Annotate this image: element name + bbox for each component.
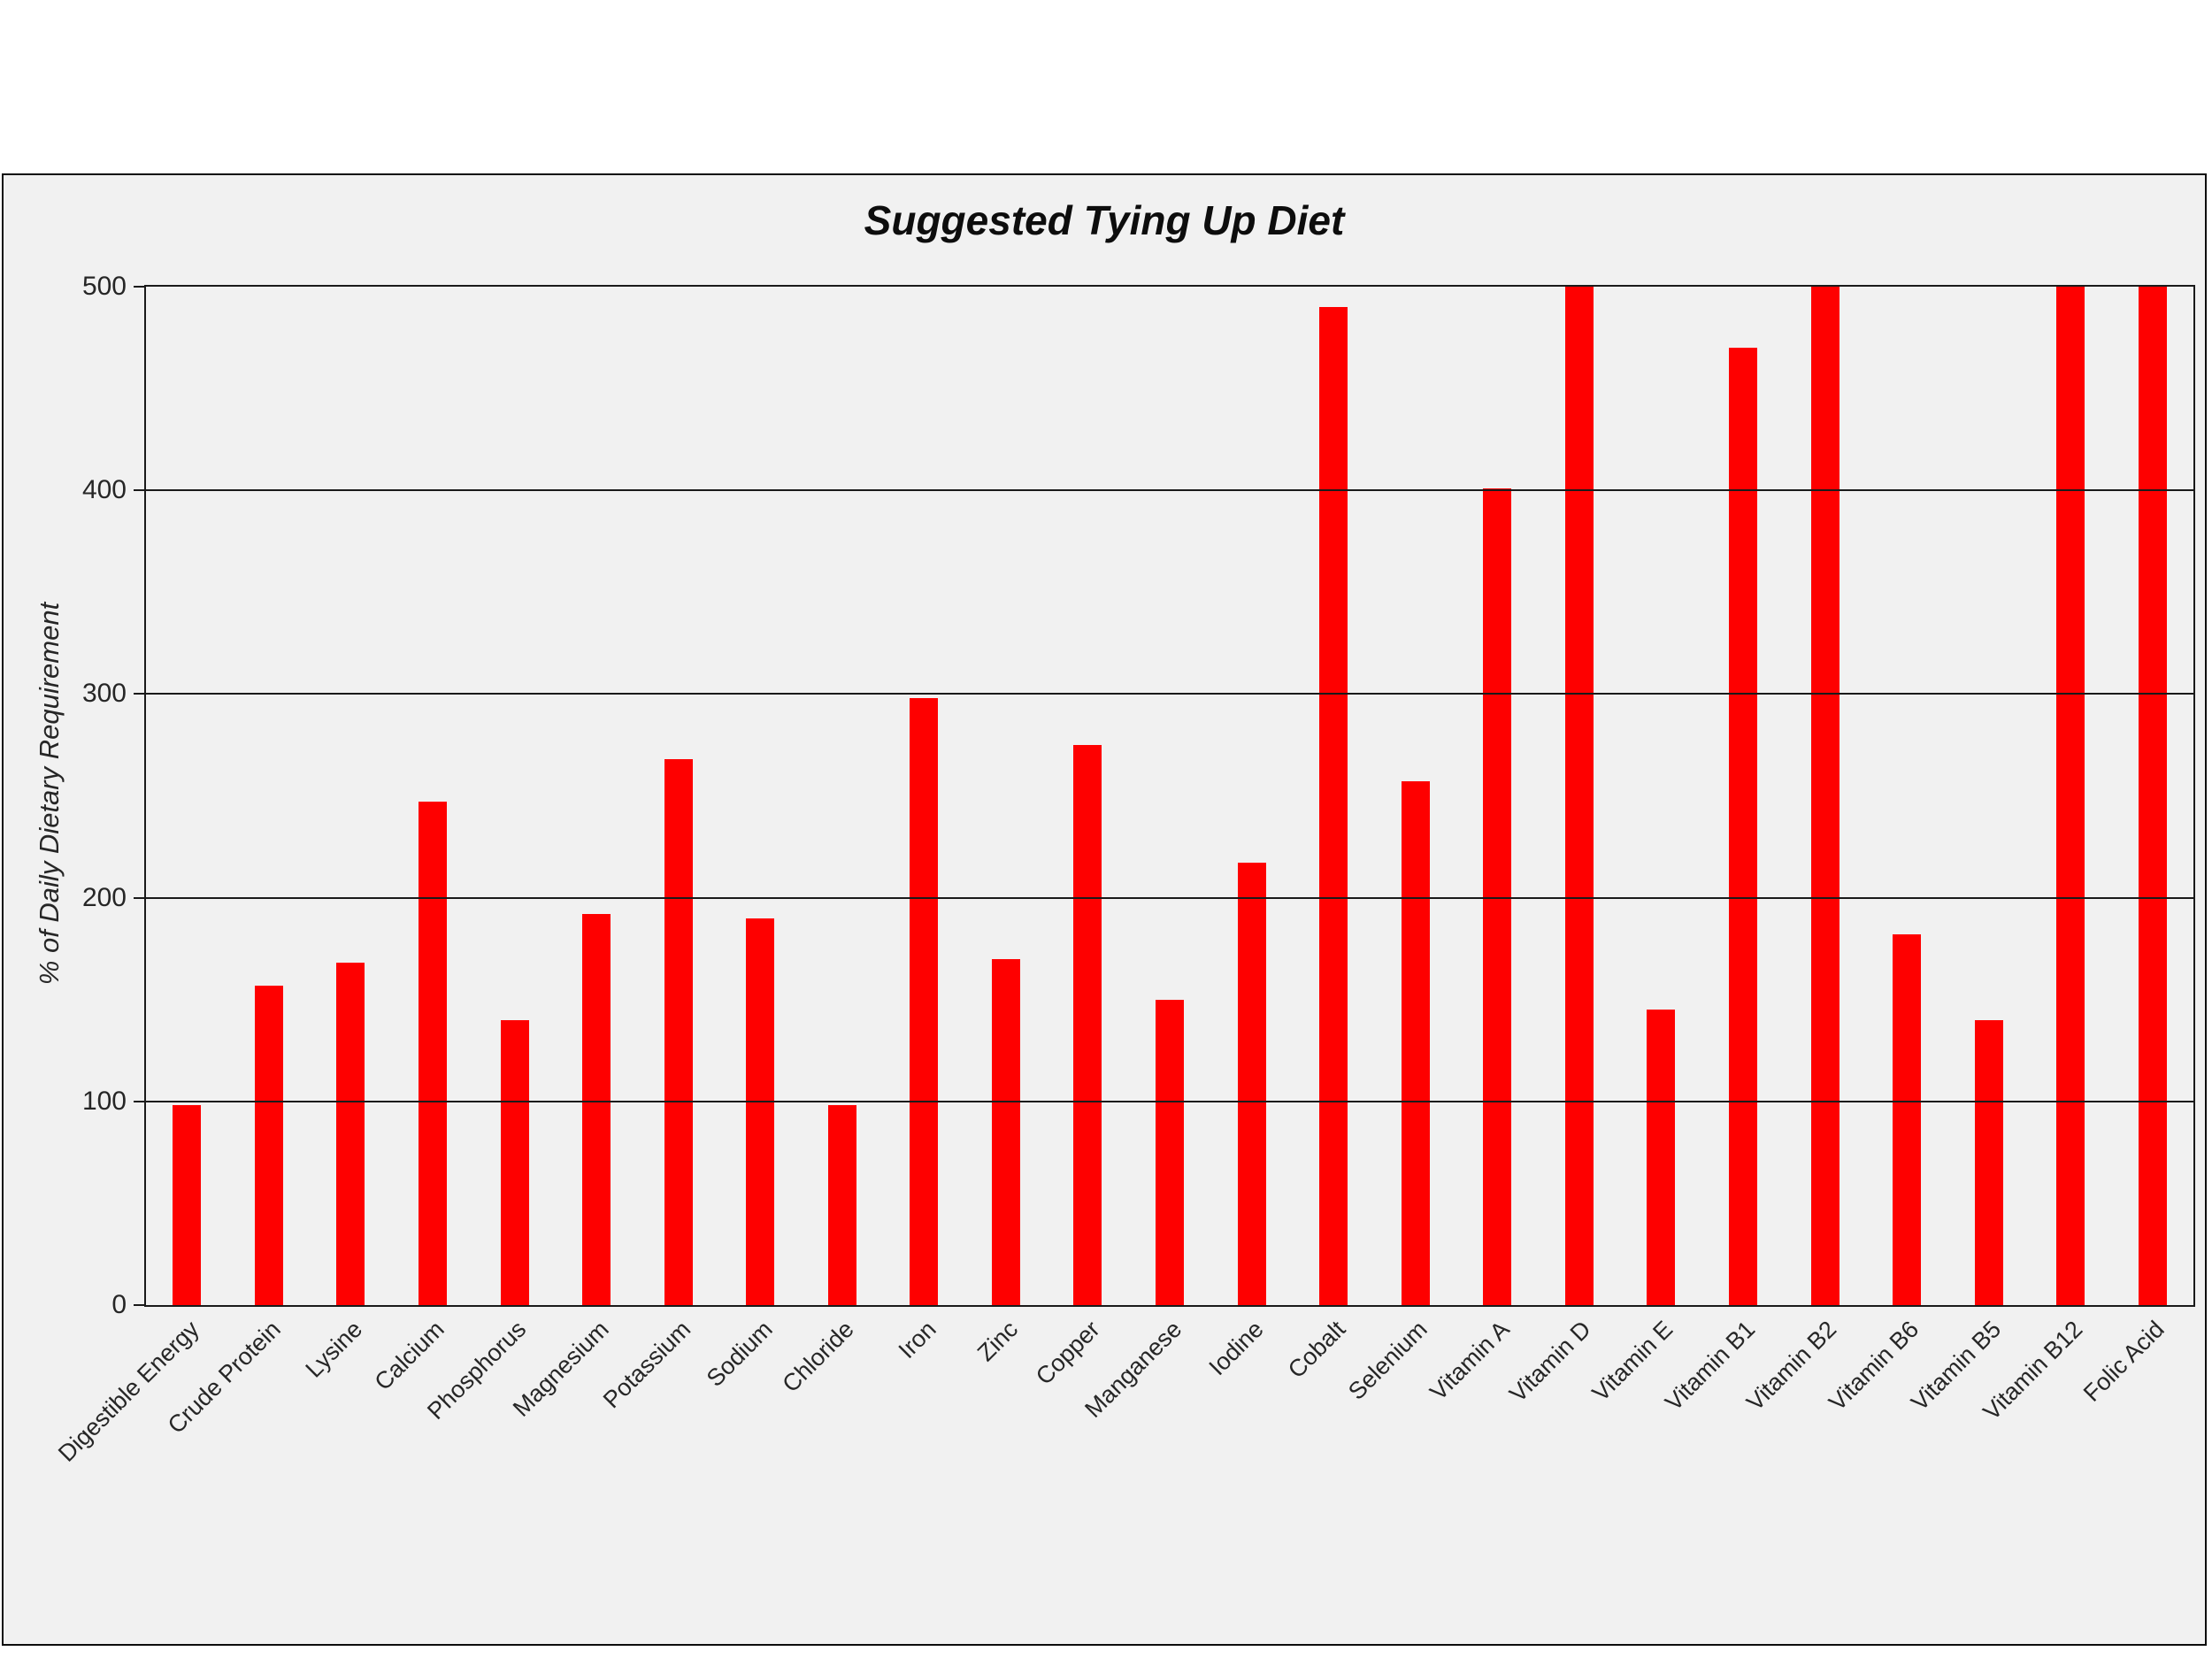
bar-vitamin-b1 xyxy=(1728,348,1757,1305)
bar-lysine xyxy=(336,963,365,1305)
gridline-200 xyxy=(146,896,2193,899)
bar-slot-folic-acid xyxy=(2112,287,2194,1305)
x-label-chloride: Chloride xyxy=(777,1316,859,1398)
x-label-iron: Iron xyxy=(893,1316,941,1364)
x-label-magnesium: Magnesium xyxy=(507,1316,614,1422)
x-label-vitamin-b2: Vitamin B2 xyxy=(1741,1316,1842,1417)
gridline-100 xyxy=(146,1100,2193,1102)
x-label-sodium: Sodium xyxy=(701,1316,778,1392)
y-tickmark-400 xyxy=(134,489,144,492)
bar-slot-potassium xyxy=(637,287,719,1305)
bar-vitamin-d xyxy=(1564,287,1594,1305)
bar-vitamin-b5 xyxy=(1974,1019,2003,1305)
y-tick-label-100: 100 xyxy=(81,1086,127,1116)
y-tickmark-500 xyxy=(134,286,144,288)
x-label-digestible-energy: Digestible Energy xyxy=(52,1316,204,1467)
bar-slot-vitamin-d xyxy=(1539,287,1621,1305)
bar-manganese xyxy=(1156,999,1185,1305)
y-tick-label-500: 500 xyxy=(81,272,127,301)
bar-slot-manganese xyxy=(1129,287,1211,1305)
x-label-cobalt: Cobalt xyxy=(1282,1316,1351,1384)
bar-digestible-energy xyxy=(173,1105,202,1305)
bar-zinc xyxy=(991,958,1020,1305)
gridline-400 xyxy=(146,489,2193,492)
bar-slot-vitamin-b6 xyxy=(1866,287,1948,1305)
bar-slot-zinc xyxy=(965,287,1048,1305)
y-tick-label-400: 400 xyxy=(81,475,127,505)
bar-slot-selenium xyxy=(1374,287,1456,1305)
bar-slot-sodium xyxy=(719,287,802,1305)
bar-slot-crude-protein xyxy=(228,287,311,1305)
y-tick-label-300: 300 xyxy=(81,679,127,709)
x-label-potassium: Potassium xyxy=(597,1316,695,1414)
bar-slot-magnesium xyxy=(556,287,638,1305)
bar-slot-vitamin-a xyxy=(1456,287,1539,1305)
bar-copper xyxy=(1073,744,1102,1305)
bar-calcium xyxy=(418,802,447,1305)
chart-title: Suggested Tying Up Diet xyxy=(864,197,1345,243)
bar-sodium xyxy=(746,918,775,1305)
bar-slot-cobalt xyxy=(1293,287,1375,1305)
bar-slot-vitamin-b1 xyxy=(1702,287,1785,1305)
x-label-copper: Copper xyxy=(1030,1316,1105,1390)
x-label-vitamin-b1: Vitamin B1 xyxy=(1659,1316,1761,1417)
x-label-lysine: Lysine xyxy=(300,1316,368,1383)
x-label-phosphorus: Phosphorus xyxy=(422,1316,532,1425)
x-label-vitamin-b5: Vitamin B5 xyxy=(1905,1316,2006,1417)
x-axis-labels: Digestible Energy Crude Protein Lysine Calc… xyxy=(53,1316,2192,1519)
x-label-zinc: Zinc xyxy=(972,1316,1024,1367)
bar-phosphorus xyxy=(500,1019,529,1305)
plot-area: 0 100 200 300 400 500 xyxy=(82,272,2195,1319)
x-label-vitamin-b12: Vitamin B12 xyxy=(1978,1316,2088,1425)
x-label-vitamin-a: Vitamin A xyxy=(1424,1316,1515,1406)
bar-iodine xyxy=(1237,863,1266,1305)
y-tickmark-300 xyxy=(134,693,144,695)
bar-cobalt xyxy=(1319,307,1348,1305)
y-tick-label-0: 0 xyxy=(111,1290,127,1319)
x-label-folic-acid: Folic Acid xyxy=(2078,1316,2170,1407)
bar-slot-phosphorus xyxy=(473,287,556,1305)
bar-slot-iodine xyxy=(1210,287,1293,1305)
y-tickmark-200 xyxy=(134,896,144,899)
bar-vitamin-b6 xyxy=(1893,934,1922,1305)
bar-slot-digestible-energy xyxy=(146,287,228,1305)
bar-iron xyxy=(910,698,939,1305)
bar-slot-vitamin-e xyxy=(1620,287,1702,1305)
bar-slot-calcium xyxy=(392,287,474,1305)
x-label-vitamin-d: Vitamin D xyxy=(1504,1316,1597,1408)
bar-crude-protein xyxy=(254,985,283,1305)
x-label-vitamin-b6: Vitamin B6 xyxy=(1824,1316,1924,1417)
bar-slot-copper xyxy=(1047,287,1129,1305)
x-label-calcium: Calcium xyxy=(369,1316,450,1396)
bar-slot-vitamin-b5 xyxy=(1947,287,2030,1305)
bar-potassium xyxy=(664,759,693,1305)
bar-chloride xyxy=(827,1105,856,1305)
gridline-300 xyxy=(146,693,2193,695)
bar-slot-chloride xyxy=(802,287,884,1305)
bar-magnesium xyxy=(582,914,611,1305)
bar-series xyxy=(146,287,2193,1305)
x-label-manganese: Manganese xyxy=(1079,1316,1187,1423)
y-axis-title: % of Daily Dietary Requirement xyxy=(34,602,65,986)
x-label-iodine: Iodine xyxy=(1203,1316,1269,1381)
x-label-crude-protein: Crude Protein xyxy=(163,1316,287,1440)
chart-figure: Suggested Tying Up Diet % of Daily Dieta… xyxy=(2,173,2207,1646)
x-label-selenium: Selenium xyxy=(1343,1316,1432,1405)
bar-slot-iron xyxy=(883,287,965,1305)
bar-vitamin-e xyxy=(1647,1010,1676,1305)
bar-vitamin-b2 xyxy=(1810,287,1839,1305)
x-label-vitamin-e: Vitamin E xyxy=(1586,1316,1678,1407)
bar-slot-lysine xyxy=(310,287,392,1305)
bar-folic-acid xyxy=(2138,287,2167,1305)
y-tickmark-100 xyxy=(134,1100,144,1102)
bar-vitamin-b12 xyxy=(2056,287,2085,1305)
bar-slot-vitamin-b12 xyxy=(2030,287,2112,1305)
bar-vitamin-a xyxy=(1483,488,1512,1305)
y-tickmark-0 xyxy=(134,1304,144,1306)
y-tick-label-200: 200 xyxy=(81,882,127,912)
bar-slot-vitamin-b2 xyxy=(1784,287,1866,1305)
bar-selenium xyxy=(1401,781,1430,1305)
